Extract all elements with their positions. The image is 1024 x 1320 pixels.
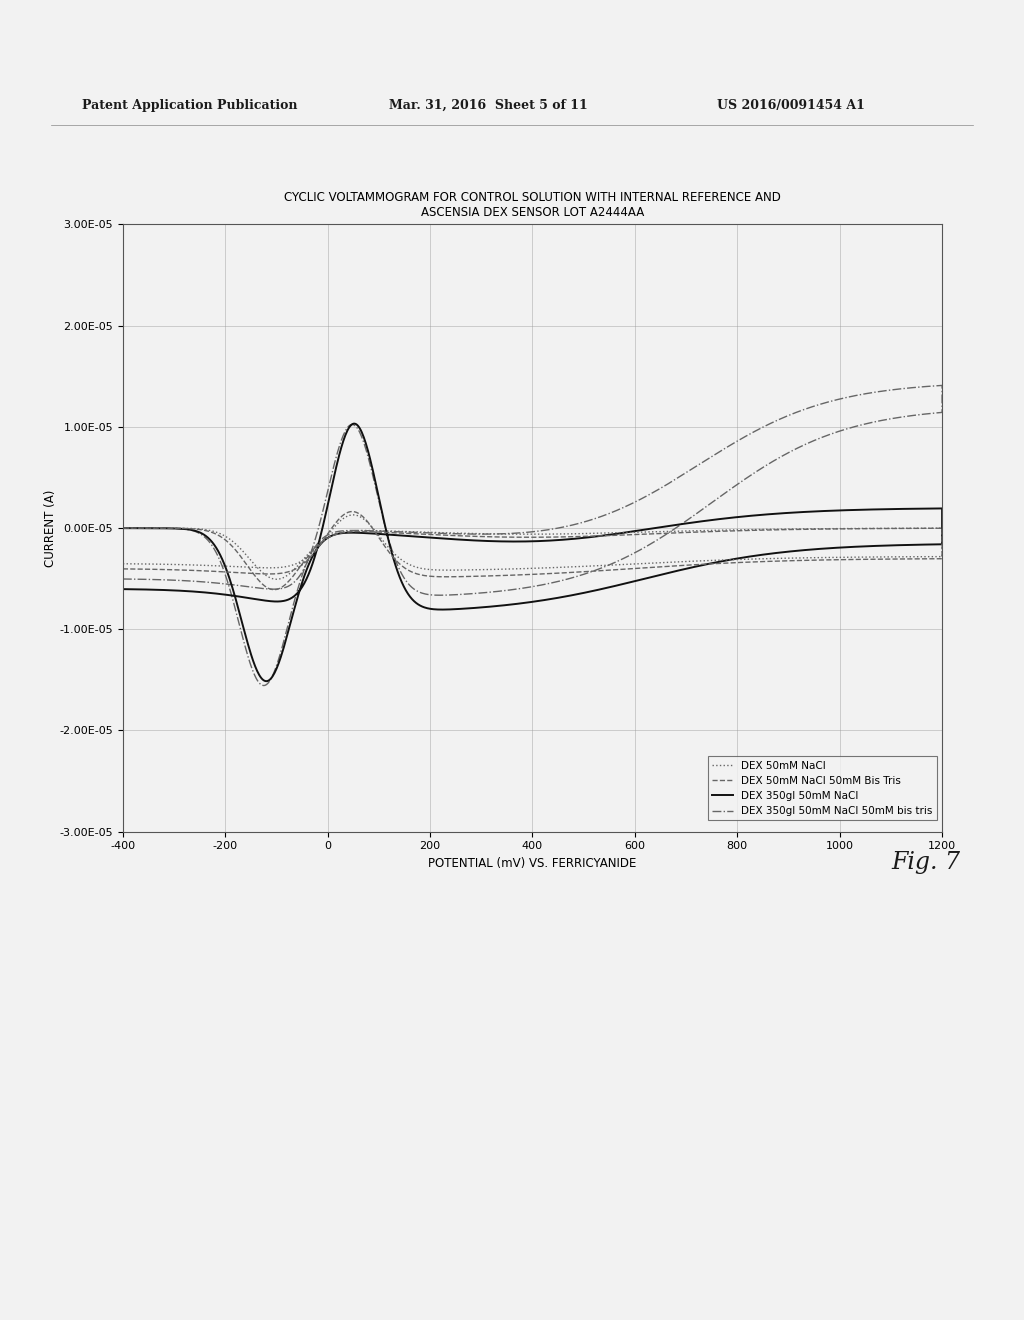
DEX 50mM NaCl [411,560,423,576]
DEX 50mM NaCl 50mM Bis Tris [117,520,129,536]
Line: DEX 50mM NaCl: DEX 50mM NaCl [123,515,942,579]
DEX 50mM NaCl 50mM Bis Tris [147,561,160,577]
DEX 350gl 50mM NaCl 50mM bis tris [936,378,948,393]
DEX 350gl 50mM NaCl [916,500,929,516]
DEX 50mM NaCl [270,572,283,587]
DEX 50mM NaCl 50mM Bis Tris [117,561,129,577]
DEX 350gl 50mM NaCl 50mM bis tris [257,677,269,693]
DEX 350gl 50mM NaCl 50mM bis tris [410,582,422,598]
DEX 350gl 50mM NaCl [117,581,129,597]
DEX 350gl 50mM NaCl [626,524,638,540]
DEX 350gl 50mM NaCl 50mM bis tris [117,520,129,536]
DEX 350gl 50mM NaCl [117,520,129,536]
Line: DEX 350gl 50mM NaCl: DEX 350gl 50mM NaCl [123,424,942,681]
DEX 50mM NaCl [626,524,638,540]
DEX 50mM NaCl [859,549,871,565]
DEX 50mM NaCl [117,520,129,536]
DEX 50mM NaCl 50mM Bis Tris [411,566,423,582]
DEX 350gl 50mM NaCl [220,562,232,578]
DEX 350gl 50mM NaCl 50mM bis tris [147,572,160,587]
DEX 350gl 50mM NaCl [260,673,272,689]
DEX 50mM NaCl 50mM Bis Tris [220,533,232,549]
Text: US 2016/0091454 A1: US 2016/0091454 A1 [717,99,864,112]
DEX 350gl 50mM NaCl 50mM bis tris [220,570,232,586]
DEX 50mM NaCl 50mM Bis Tris [346,504,358,520]
DEX 50mM NaCl 50mM Bis Tris [626,527,638,543]
Text: Patent Application Publication: Patent Application Publication [82,99,297,112]
DEX 350gl 50mM NaCl [348,416,360,432]
Text: Mar. 31, 2016  Sheet 5 of 11: Mar. 31, 2016 Sheet 5 of 11 [389,99,588,112]
DEX 50mM NaCl [916,520,929,536]
DEX 50mM NaCl [147,556,160,572]
DEX 350gl 50mM NaCl 50mM bis tris [858,416,870,432]
DEX 350gl 50mM NaCl [859,539,871,554]
DEX 50mM NaCl 50mM Bis Tris [916,520,929,536]
DEX 350gl 50mM NaCl 50mM bis tris [626,496,638,512]
DEX 350gl 50mM NaCl [147,582,160,598]
DEX 50mM NaCl 50mM Bis Tris [267,582,280,598]
DEX 50mM NaCl 50mM Bis Tris [859,552,871,568]
Text: Fig. 7: Fig. 7 [891,851,959,874]
DEX 50mM NaCl [220,529,232,545]
Legend: DEX 50mM NaCl, DEX 50mM NaCl 50mM Bis Tris, DEX 350gl 50mM NaCl, DEX 350gl 50mM : DEX 50mM NaCl, DEX 50mM NaCl 50mM Bis Tr… [708,756,937,820]
DEX 50mM NaCl [117,556,129,572]
Line: DEX 50mM NaCl 50mM Bis Tris: DEX 50mM NaCl 50mM Bis Tris [123,512,942,590]
DEX 50mM NaCl [347,507,359,523]
DEX 350gl 50mM NaCl 50mM bis tris [916,379,929,395]
X-axis label: POTENTIAL (mV) VS. FERRICYANIDE: POTENTIAL (mV) VS. FERRICYANIDE [428,857,637,870]
Y-axis label: CURRENT (A): CURRENT (A) [44,490,56,566]
Line: DEX 350gl 50mM NaCl 50mM bis tris: DEX 350gl 50mM NaCl 50mM bis tris [123,385,942,685]
Title: CYCLIC VOLTAMMOGRAM FOR CONTROL SOLUTION WITH INTERNAL REFERENCE AND
ASCENSIA DE: CYCLIC VOLTAMMOGRAM FOR CONTROL SOLUTION… [284,191,781,219]
DEX 350gl 50mM NaCl 50mM bis tris [117,572,129,587]
DEX 350gl 50mM NaCl [411,595,423,611]
